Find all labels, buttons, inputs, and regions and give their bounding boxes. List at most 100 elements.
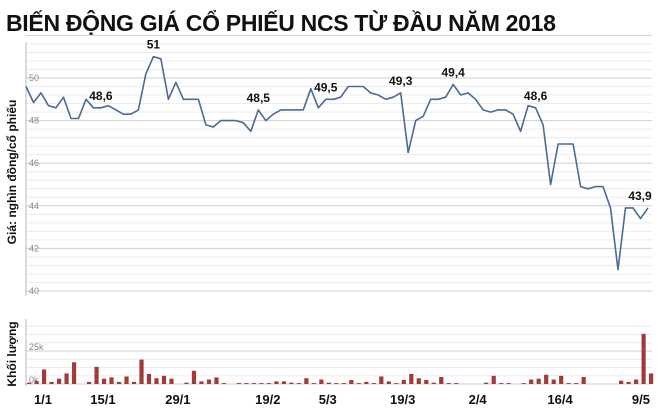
volume-bar — [221, 383, 227, 384]
volume-bar — [431, 382, 436, 384]
volume-bar — [326, 382, 331, 384]
volume-bar — [581, 377, 586, 384]
volume-bar — [311, 383, 316, 384]
volume-bar — [641, 333, 646, 384]
volume-bar — [559, 375, 564, 384]
volume-bar — [304, 378, 309, 384]
x-tick-label: 2/4 — [469, 392, 488, 407]
volume-bar — [356, 383, 361, 384]
chart-title: BIẾN ĐỘNG GIÁ CỔ PHIẾU NCS TỪ ĐẦU NĂM 20… — [6, 10, 556, 36]
data-label: 48,5 — [247, 91, 271, 105]
volume-bar — [544, 374, 549, 384]
volume-bar — [379, 376, 384, 384]
volume-bar — [454, 383, 459, 384]
volume-bar — [109, 377, 114, 384]
volume-bar — [161, 375, 167, 384]
volume-bar — [409, 373, 414, 384]
volume-bar — [131, 381, 137, 384]
price-tick-label: 44 — [29, 201, 39, 211]
price-tick-label: 42 — [29, 243, 39, 253]
volume-bar — [484, 382, 489, 384]
x-tick-label: 16/4 — [547, 392, 573, 407]
x-tick-label: 19/3 — [390, 392, 415, 407]
volume-bar — [139, 359, 144, 384]
volume-bar — [334, 383, 339, 384]
volume-bar — [349, 380, 354, 384]
volume-bar — [124, 376, 129, 384]
volume-bar — [521, 383, 526, 384]
volume-bar — [416, 378, 421, 384]
price-axis-label: Giá: nghìn đồng/cổ phiếu — [5, 100, 19, 245]
volume-bar — [86, 381, 92, 384]
volume-bar — [506, 383, 511, 384]
volume-bar — [491, 375, 496, 384]
volume-bar — [364, 381, 369, 384]
volume-bar — [574, 383, 579, 384]
price-tick-label: 40 — [29, 286, 39, 296]
volume-bar — [296, 383, 301, 384]
volume-bar — [41, 369, 47, 384]
x-tick-label: 1/1 — [34, 392, 52, 407]
x-tick-label: 19/2 — [255, 392, 280, 407]
price-tick-label: 50 — [29, 73, 39, 83]
volume-bar — [184, 382, 189, 384]
volume-bar — [94, 366, 99, 384]
x-tick-label: 15/1 — [90, 392, 115, 407]
volume-bar — [446, 383, 451, 384]
volume-bar — [634, 379, 639, 384]
price-tick-label: 48 — [29, 116, 39, 126]
volume-bar — [71, 362, 77, 384]
volume-bar — [649, 373, 654, 384]
data-label: 48,6 — [89, 89, 113, 103]
volume-bar — [619, 380, 624, 384]
data-label: 49,3 — [389, 74, 413, 88]
volume-tick-label: 0k — [29, 375, 39, 385]
volume-bar — [266, 383, 272, 384]
data-label: 49,4 — [441, 65, 465, 79]
volume-bar — [146, 373, 152, 384]
data-label: 48,6 — [524, 89, 548, 103]
volume-bar — [251, 383, 257, 384]
volume-bar — [371, 383, 376, 384]
volume-bar — [101, 378, 107, 384]
volume-bar — [259, 383, 264, 384]
volume-tick-label: 25k — [29, 342, 44, 352]
volume-bar — [169, 378, 174, 384]
volume-bar — [244, 383, 249, 384]
data-label: 43,9 — [628, 189, 652, 203]
volume-bar — [56, 378, 62, 384]
volume-bar — [154, 378, 159, 384]
volume-bar — [341, 383, 346, 384]
volume-bar — [236, 383, 242, 384]
x-tick-label: 5/3 — [319, 392, 337, 407]
price-tick-label: 46 — [29, 158, 39, 168]
x-tick-label: 29/1 — [165, 392, 190, 407]
volume-bar — [34, 380, 39, 384]
data-label: 51 — [147, 38, 161, 52]
volume-bar — [199, 381, 204, 384]
volume-bar — [49, 381, 54, 384]
price-line — [25, 55, 649, 271]
volume-bar — [319, 379, 324, 384]
volume-axis-label: Khối lượng — [5, 321, 19, 386]
volume-bar — [386, 381, 391, 384]
volume-bar — [536, 378, 541, 384]
volume-bar — [424, 380, 429, 384]
volume-bar — [206, 379, 212, 384]
x-tick-label: 9/5 — [632, 392, 650, 407]
volume-bar — [551, 379, 556, 384]
volume-bar — [529, 379, 534, 384]
volume-bar — [401, 380, 406, 384]
volume-bar — [499, 383, 504, 384]
data-label: 49,5 — [314, 80, 338, 94]
volume-bar — [626, 381, 631, 384]
volume-bar — [394, 383, 399, 384]
volume-bar — [274, 381, 279, 384]
volume-bar — [566, 383, 571, 384]
volume-bar — [191, 370, 197, 384]
volume-bar — [214, 377, 219, 384]
volume-bar — [439, 377, 444, 384]
volume-bar — [116, 381, 122, 384]
volume-bar — [27, 382, 32, 384]
